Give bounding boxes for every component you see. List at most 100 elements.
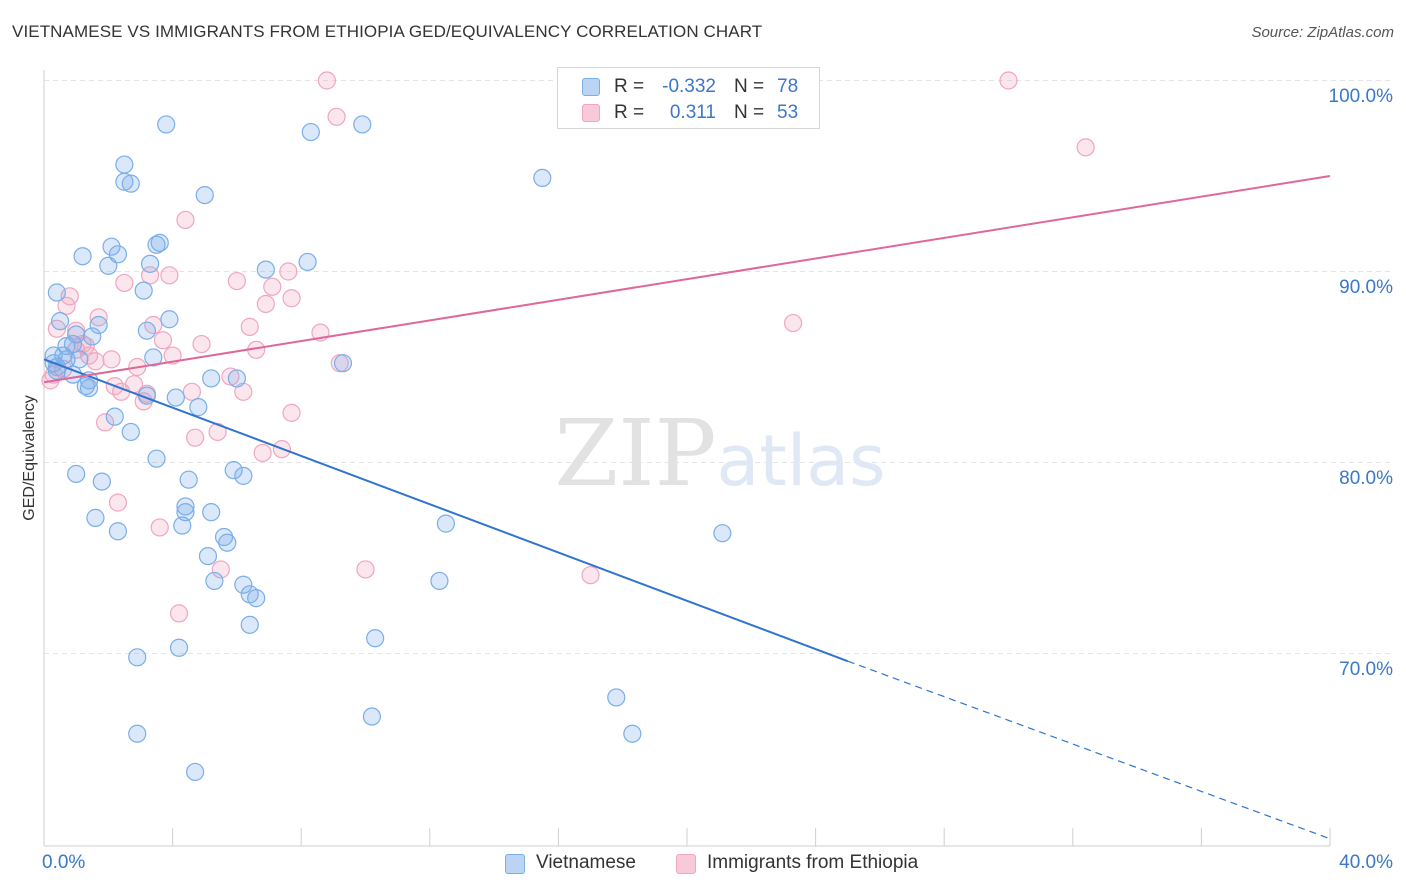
n-label: N = xyxy=(734,102,765,123)
data-point xyxy=(67,325,86,344)
data-point xyxy=(362,707,382,726)
stats-legend: R = -0.332 N = 78 R = 0.311 N = 53 xyxy=(557,67,820,129)
y-tick-label: 80.0% xyxy=(1339,468,1393,489)
data-point xyxy=(240,615,259,634)
r-value: 0.311 xyxy=(669,102,716,123)
data-point xyxy=(301,122,320,142)
data-point xyxy=(121,422,140,442)
data-point xyxy=(108,522,128,541)
data-point xyxy=(224,461,243,480)
data-point xyxy=(50,312,70,331)
data-point xyxy=(205,571,224,591)
data-point xyxy=(208,422,227,442)
ethiopia-swatch xyxy=(582,104,600,122)
data-point xyxy=(150,518,169,537)
data-point xyxy=(102,237,121,256)
data-point xyxy=(163,346,182,365)
gridlines xyxy=(44,80,1392,654)
data-point xyxy=(79,378,99,398)
data-point xyxy=(256,260,275,279)
data-point xyxy=(999,71,1018,90)
data-point xyxy=(202,503,221,522)
data-point xyxy=(108,493,128,512)
data-point xyxy=(282,403,301,422)
data-point xyxy=(57,296,76,315)
data-point xyxy=(186,428,205,447)
watermark: ZIPatlas xyxy=(554,400,885,507)
trend-line-vietnamese xyxy=(43,358,849,663)
series-ethiopia xyxy=(41,71,1095,623)
data-point xyxy=(105,407,124,426)
data-point xyxy=(115,273,134,293)
data-point xyxy=(140,254,160,273)
data-point xyxy=(169,638,189,657)
data-point xyxy=(436,514,455,533)
data-point xyxy=(353,115,372,134)
y-axis-label: GED/Equivalency xyxy=(21,395,38,521)
data-point xyxy=(182,382,201,401)
data-point xyxy=(282,289,301,308)
data-point xyxy=(63,334,83,354)
data-point xyxy=(186,762,205,782)
data-point xyxy=(47,283,66,302)
data-point xyxy=(169,604,189,623)
data-point xyxy=(176,210,195,230)
trend-layer xyxy=(43,175,1331,840)
data-point xyxy=(179,470,198,489)
data-point xyxy=(218,533,237,552)
data-point xyxy=(147,235,166,254)
data-point xyxy=(176,497,195,516)
data-point xyxy=(102,350,121,369)
data-point xyxy=(121,174,140,193)
y-tick-label: 70.0% xyxy=(1339,659,1393,680)
series-vietnamese xyxy=(44,115,732,782)
n-value: 78 xyxy=(777,76,799,97)
data-point xyxy=(144,348,163,367)
data-point xyxy=(298,252,317,272)
data-point xyxy=(783,313,803,333)
data-point xyxy=(76,377,95,396)
vietnamese-swatch xyxy=(505,854,525,874)
data-point xyxy=(166,388,185,407)
legend-label: Vietnamese xyxy=(536,852,636,873)
data-point xyxy=(108,245,128,264)
data-point xyxy=(70,350,89,369)
legend-label: Immigrants from Ethiopia xyxy=(707,852,919,873)
data-point xyxy=(317,71,337,90)
r-label: R = xyxy=(614,102,645,123)
data-point xyxy=(214,527,234,547)
data-point xyxy=(195,186,214,205)
axes xyxy=(43,70,1331,847)
data-point xyxy=(202,369,221,388)
data-point xyxy=(83,327,102,346)
data-point xyxy=(356,560,375,579)
r-label: R = xyxy=(614,76,645,97)
n-value: 53 xyxy=(777,102,799,123)
data-point xyxy=(189,398,208,417)
data-point xyxy=(227,369,246,388)
data-point xyxy=(247,589,266,608)
data-point xyxy=(253,443,272,463)
data-point xyxy=(73,247,92,266)
data-point xyxy=(128,648,147,667)
data-point xyxy=(192,334,211,354)
data-point xyxy=(157,115,176,134)
n-label: N = xyxy=(734,76,765,97)
data-point xyxy=(89,308,108,327)
data-point xyxy=(234,466,253,485)
data-point xyxy=(256,294,275,314)
data-point xyxy=(533,168,552,188)
data-point xyxy=(227,271,246,291)
ethiopia-swatch xyxy=(676,854,696,874)
data-point xyxy=(134,281,153,300)
data-point xyxy=(198,546,218,566)
data-point xyxy=(623,724,642,743)
data-point xyxy=(92,472,111,491)
data-point xyxy=(73,334,92,354)
data-point xyxy=(147,449,166,468)
data-point xyxy=(153,331,173,350)
data-point xyxy=(173,516,192,535)
data-point xyxy=(160,266,179,285)
data-point xyxy=(86,508,105,527)
data-point xyxy=(1076,138,1095,157)
